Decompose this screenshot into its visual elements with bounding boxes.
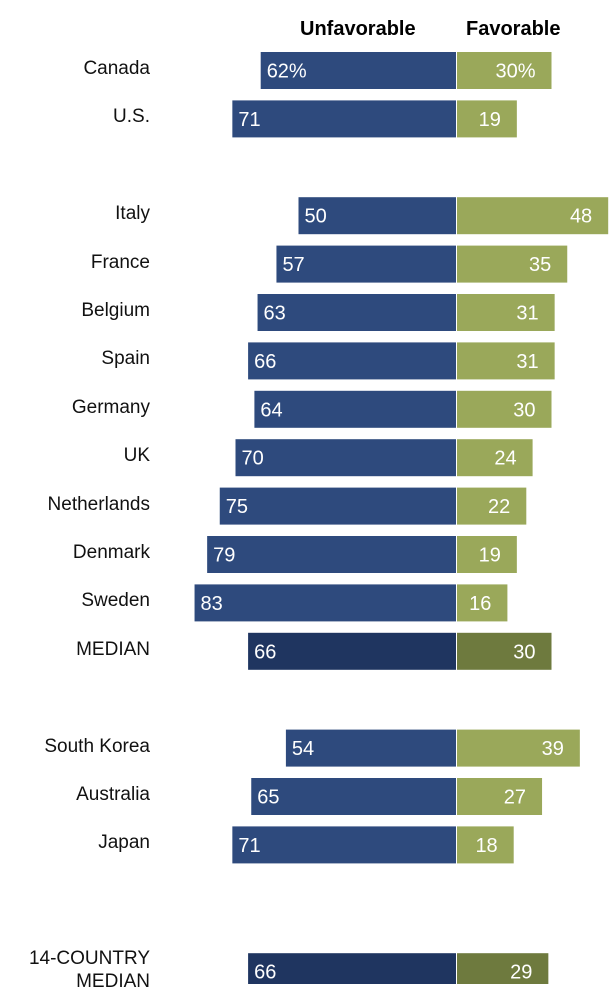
data-label-unfavorable: 79 bbox=[213, 545, 235, 567]
country-label: Australia bbox=[76, 784, 150, 805]
data-label-favorable: 27 bbox=[504, 787, 526, 809]
data-label-favorable: 31 bbox=[516, 303, 538, 325]
data-label-favorable: 31 bbox=[516, 351, 538, 373]
bar-favorable bbox=[457, 439, 533, 477]
country-label: Belgium bbox=[81, 300, 150, 321]
data-label-favorable: 22 bbox=[488, 496, 510, 518]
bar-favorable bbox=[457, 197, 609, 235]
header-unfavorable: Unfavorable bbox=[300, 18, 416, 40]
bar-favorable bbox=[457, 584, 508, 622]
bar-favorable bbox=[457, 826, 514, 864]
bar-favorable bbox=[457, 487, 527, 525]
bar-unfavorable bbox=[207, 536, 456, 573]
bar-favorable bbox=[457, 52, 552, 89]
country-label: U.S. bbox=[113, 106, 150, 128]
country-label: MEDIAN bbox=[76, 638, 150, 660]
data-label-unfavorable: 66 bbox=[254, 641, 276, 663]
data-label-favorable: 19 bbox=[479, 109, 501, 131]
bar-unfavorable bbox=[257, 294, 456, 331]
bar-unfavorable bbox=[232, 826, 456, 864]
bar-favorable bbox=[457, 632, 552, 670]
country-label: Denmark bbox=[72, 542, 150, 563]
header-favorable: Favorable bbox=[466, 18, 561, 40]
data-label-unfavorable: 50 bbox=[305, 206, 327, 228]
bar-favorable bbox=[457, 536, 517, 573]
bar-unfavorable bbox=[276, 245, 456, 283]
data-label-unfavorable: 62% bbox=[267, 61, 307, 83]
bar-unfavorable bbox=[285, 729, 456, 767]
bar-unfavorable bbox=[235, 439, 456, 477]
data-label-unfavorable: 70 bbox=[242, 448, 264, 470]
data-label-unfavorable: 83 bbox=[201, 593, 223, 615]
bar-unfavorable bbox=[219, 487, 456, 525]
country-label: Sweden bbox=[81, 590, 150, 612]
data-label-favorable: 29 bbox=[510, 962, 532, 984]
bar-unfavorable bbox=[298, 197, 456, 235]
bar-unfavorable bbox=[260, 52, 456, 89]
data-label-favorable: 16 bbox=[469, 593, 491, 615]
country-label: Japan bbox=[98, 832, 150, 854]
bar-favorable bbox=[457, 729, 580, 767]
country-label: Italy bbox=[115, 203, 150, 225]
data-label-unfavorable: 63 bbox=[264, 303, 286, 325]
bar-unfavorable bbox=[254, 390, 456, 428]
country-label: Germany bbox=[71, 396, 150, 418]
data-label-unfavorable: 75 bbox=[226, 496, 248, 518]
data-label-favorable: 30 bbox=[513, 399, 535, 421]
data-label-unfavorable: 66 bbox=[254, 351, 276, 373]
bar-unfavorable bbox=[194, 584, 457, 622]
bar-unfavorable bbox=[248, 953, 456, 984]
bar-favorable bbox=[457, 390, 552, 428]
data-label-unfavorable: 71 bbox=[238, 835, 260, 857]
bar-unfavorable bbox=[232, 100, 456, 138]
country-label: Canada bbox=[83, 58, 150, 79]
country-label: Spain bbox=[101, 348, 150, 370]
data-label-favorable: 24 bbox=[494, 448, 516, 470]
country-label: UK bbox=[123, 445, 150, 467]
data-label-unfavorable: 65 bbox=[257, 787, 279, 809]
data-label-favorable: 39 bbox=[542, 738, 564, 760]
data-label-favorable: 19 bbox=[479, 545, 501, 567]
bar-unfavorable bbox=[248, 342, 456, 380]
country-label: Netherlands bbox=[47, 493, 150, 515]
data-label-unfavorable: 71 bbox=[238, 109, 260, 131]
country-label: South Korea bbox=[44, 735, 150, 757]
country-label: France bbox=[90, 251, 150, 273]
bar-favorable bbox=[457, 778, 543, 815]
bar-favorable bbox=[457, 245, 568, 283]
bar-favorable bbox=[457, 953, 549, 984]
data-label-favorable: 35 bbox=[529, 254, 551, 276]
bar-favorable bbox=[457, 100, 517, 138]
data-label-unfavorable: 64 bbox=[260, 399, 282, 421]
bar-favorable bbox=[457, 294, 555, 331]
data-label-favorable: 30 bbox=[513, 641, 535, 663]
data-label-favorable: 30% bbox=[495, 61, 535, 83]
bar-unfavorable bbox=[251, 778, 456, 815]
data-label-unfavorable: 54 bbox=[292, 738, 314, 760]
data-label-unfavorable: 66 bbox=[254, 962, 276, 984]
data-label-favorable: 48 bbox=[570, 206, 592, 228]
data-label-favorable: 18 bbox=[475, 835, 497, 857]
data-label-unfavorable: 57 bbox=[282, 254, 304, 276]
bar-unfavorable bbox=[248, 632, 456, 670]
bar-favorable bbox=[457, 342, 555, 380]
